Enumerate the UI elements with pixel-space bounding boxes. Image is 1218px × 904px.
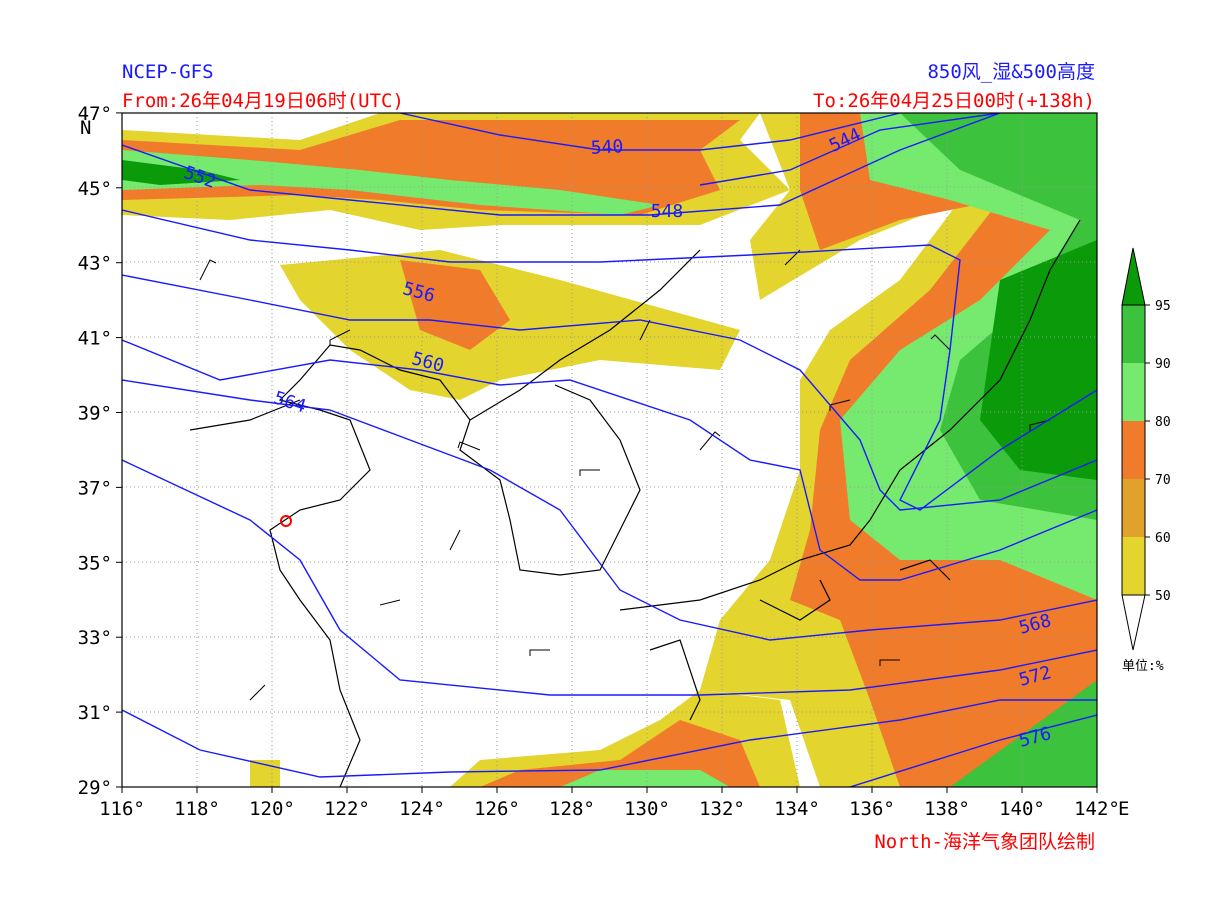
colorbar-label: 90: [1155, 357, 1171, 372]
lon-label: 124°: [399, 798, 445, 820]
lat-label: 45°: [78, 178, 112, 200]
lat-label: 37°: [78, 477, 112, 499]
colorbar-label: 60: [1155, 531, 1171, 546]
height-contours: [122, 113, 1097, 787]
lon-label: 132°: [699, 798, 745, 820]
map-frame: [121, 112, 1098, 788]
lon-unit: E: [1118, 798, 1129, 820]
colorbar-label: 95: [1155, 299, 1171, 314]
lon-label: 122°: [324, 798, 370, 820]
lon-label: 128°: [549, 798, 595, 820]
lat-label: 43°: [78, 253, 112, 275]
colorbar-label: 80: [1155, 415, 1171, 430]
lat-label: 47°: [78, 103, 112, 125]
lat-unit: N: [80, 117, 91, 139]
lat-label: 31°: [78, 702, 112, 724]
model-name: NCEP-GFS: [122, 61, 214, 83]
credit: North-海洋气象团队绘制: [874, 831, 1095, 853]
lon-label: 136°: [849, 798, 895, 820]
location-marker: [280, 515, 292, 527]
lon-label: 118°: [174, 798, 220, 820]
grid: [122, 113, 1097, 787]
start-time: From:26年04月19日06时(UTC): [122, 90, 404, 112]
lon-label: 134°: [774, 798, 820, 820]
lon-label: 130°: [624, 798, 670, 820]
contour-label: 548: [651, 201, 684, 222]
product-title: 850风_湿&500高度: [927, 61, 1095, 83]
labels: 116° 118° 120° 122° 124° 126° 128° 130° 132° 134°…: [78, 103, 1171, 820]
lat-label: 41°: [78, 328, 112, 350]
colorbar-label: 70: [1155, 473, 1171, 488]
contour-label: 540: [590, 136, 624, 159]
colorbar-label: 50: [1155, 589, 1171, 604]
lon-label: 140°: [999, 798, 1045, 820]
lat-label: 35°: [78, 552, 112, 574]
lon-label: 116°: [99, 798, 145, 820]
colorbar-unit: 单位:%: [1122, 659, 1164, 674]
humidity-field: [122, 113, 1097, 787]
lon-label: 138°: [924, 798, 970, 820]
lat-label: 33°: [78, 627, 112, 649]
lat-label: 39°: [78, 403, 112, 425]
lon-label: 120°: [249, 798, 295, 820]
lat-label: 29°: [78, 777, 112, 799]
valid-time: To:26年04月25日00时(+138h): [813, 90, 1095, 112]
lon-label: 126°: [474, 798, 520, 820]
lon-label: 142°: [1074, 798, 1120, 820]
colorbar: [1121, 247, 1146, 651]
